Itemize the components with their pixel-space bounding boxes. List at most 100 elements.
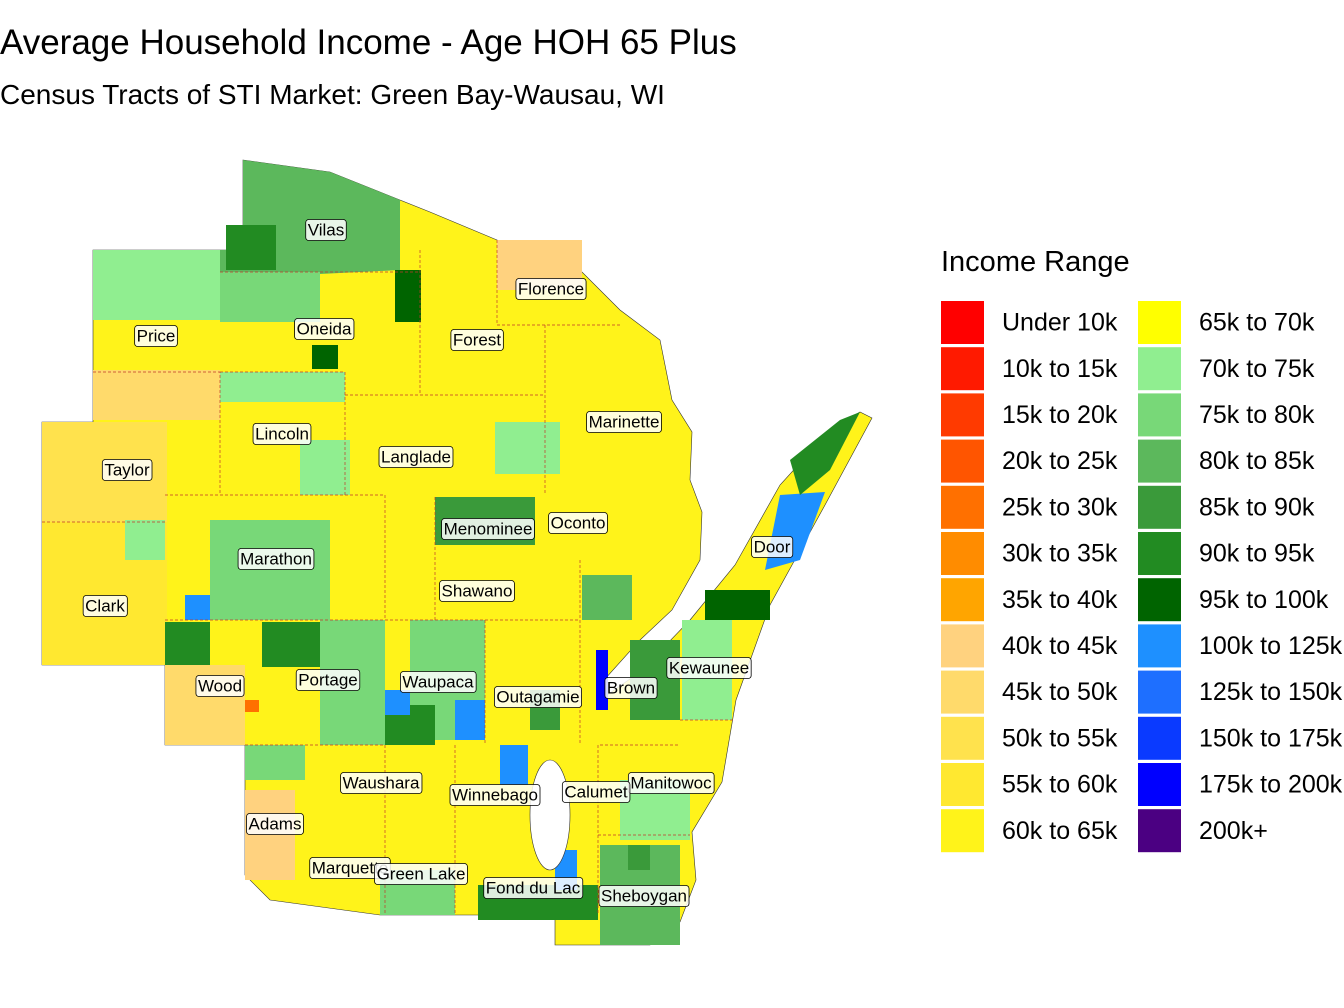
county-label-box	[548, 512, 608, 534]
legend-swatch	[1138, 578, 1181, 622]
county-label-box	[378, 446, 454, 468]
legend-swatch	[1138, 763, 1181, 806]
legend-label: 25k to 30k	[1002, 493, 1118, 521]
legend-label: 80k to 85k	[1199, 447, 1315, 475]
county-label-box	[374, 863, 468, 885]
county-label-box	[294, 318, 355, 340]
county-label: Brown	[607, 678, 655, 697]
county-borders	[42, 240, 735, 915]
legend-label: 30k to 35k	[1002, 540, 1118, 568]
legend-swatch	[941, 763, 984, 806]
legend-label: 200k+	[1199, 817, 1268, 845]
legend-label: 85k to 90k	[1199, 493, 1315, 521]
county-label: Clark	[85, 596, 125, 615]
county-label: Wood	[198, 676, 242, 695]
county-label: Winnebago	[452, 785, 538, 804]
legend-label: 50k to 55k	[1002, 724, 1118, 752]
lake-winnebago	[529, 759, 571, 871]
county-label: Oconto	[551, 513, 606, 532]
county-label: Lincoln	[255, 424, 309, 443]
legend: Income Range Under 10k 10k to 15k 15k to 2…	[941, 246, 1343, 853]
county-label: Langlade	[381, 447, 451, 466]
county-label: Marquette	[312, 858, 389, 877]
county-label-box	[515, 278, 587, 300]
county-label-box	[483, 877, 584, 899]
legend-label: 125k to 150k	[1199, 678, 1343, 706]
subtitle: Census Tracts of STI Market: Green Bay-W…	[0, 79, 665, 110]
legend-swatch	[941, 716, 984, 760]
county-label: Florence	[518, 279, 584, 298]
legend-swatch	[1138, 347, 1181, 391]
legend-label: 150k to 175k	[1199, 724, 1343, 752]
county-label: Vilas	[308, 220, 345, 239]
county-label-box	[666, 657, 752, 679]
county-label-box	[494, 686, 582, 708]
legend-swatch	[941, 393, 984, 437]
legend-label: 10k to 15k	[1002, 355, 1118, 383]
county-label: Portage	[298, 670, 358, 689]
county-label: Adams	[249, 814, 302, 833]
county-label: Calumet	[564, 782, 628, 801]
county-label-box	[450, 329, 504, 351]
county-label-box	[305, 219, 347, 241]
county-label: Sheboygan	[601, 886, 687, 905]
legend-swatch	[1138, 670, 1181, 714]
county-label-box	[586, 411, 662, 433]
county-label-box	[598, 885, 690, 907]
county-label-box	[246, 813, 304, 835]
county-label-box	[295, 669, 361, 691]
legend-label: 60k to 65k	[1002, 817, 1118, 845]
county-label: Taylor	[104, 460, 150, 479]
legend-swatch	[941, 809, 984, 853]
county-label-box	[439, 580, 515, 602]
county-label: Shawano	[442, 581, 513, 600]
legend-swatch	[941, 301, 984, 344]
legend-label: 65k to 70k	[1199, 309, 1315, 337]
legend-swatch	[1138, 624, 1181, 668]
legend-label: 20k to 25k	[1002, 447, 1118, 475]
county-label: Fond du Lac	[486, 878, 581, 897]
legend-swatch	[1138, 439, 1181, 483]
legend-label: 70k to 75k	[1199, 355, 1315, 383]
legend-label: 75k to 80k	[1199, 401, 1315, 429]
county-label-box	[195, 675, 245, 697]
county-label: Oneida	[297, 319, 352, 338]
county-label: Kewaunee	[669, 658, 749, 677]
county-label: Menominee	[444, 519, 533, 538]
legend-label: 95k to 100k	[1199, 586, 1329, 614]
legend-swatch	[941, 347, 984, 391]
county-label-box	[449, 784, 541, 806]
legend-swatch	[1138, 532, 1181, 575]
county-label: Outagamie	[496, 687, 579, 706]
county-label-box	[441, 518, 535, 540]
county-label: Door	[754, 537, 791, 556]
county-label: Waupaca	[402, 672, 474, 691]
legend-label: 40k to 45k	[1002, 632, 1118, 660]
county-label-box	[134, 325, 178, 347]
legend-label: Under 10k	[1002, 309, 1118, 337]
legend-swatch	[941, 670, 984, 714]
legend-label: 35k to 40k	[1002, 586, 1118, 614]
county-label: Waushara	[343, 773, 420, 792]
county-label-box	[400, 671, 477, 693]
county-label-box	[101, 459, 153, 481]
legend-label: 55k to 60k	[1002, 771, 1118, 799]
county-label-box	[561, 781, 631, 803]
county-label-box	[604, 677, 658, 699]
legend-label: 90k to 95k	[1199, 540, 1315, 568]
county-label: Forest	[453, 330, 501, 349]
legend-swatch	[941, 439, 984, 483]
county-label-box	[252, 423, 312, 445]
title: Average Household Income - Age HOH 65 Pl…	[0, 23, 737, 62]
legend-label: 100k to 125k	[1199, 632, 1343, 660]
legend-swatch	[1138, 301, 1181, 344]
county-labels: Vilas Florence Oneida Price Forest Marin…	[82, 219, 794, 907]
legend-swatch	[1138, 716, 1181, 760]
legend-label: 45k to 50k	[1002, 678, 1118, 706]
county-label-box	[82, 595, 128, 617]
legend-label: 175k to 200k	[1199, 771, 1343, 799]
county-label: Green Lake	[377, 864, 466, 883]
county-label: Marathon	[240, 549, 312, 568]
legend-title: Income Range	[941, 246, 1130, 278]
